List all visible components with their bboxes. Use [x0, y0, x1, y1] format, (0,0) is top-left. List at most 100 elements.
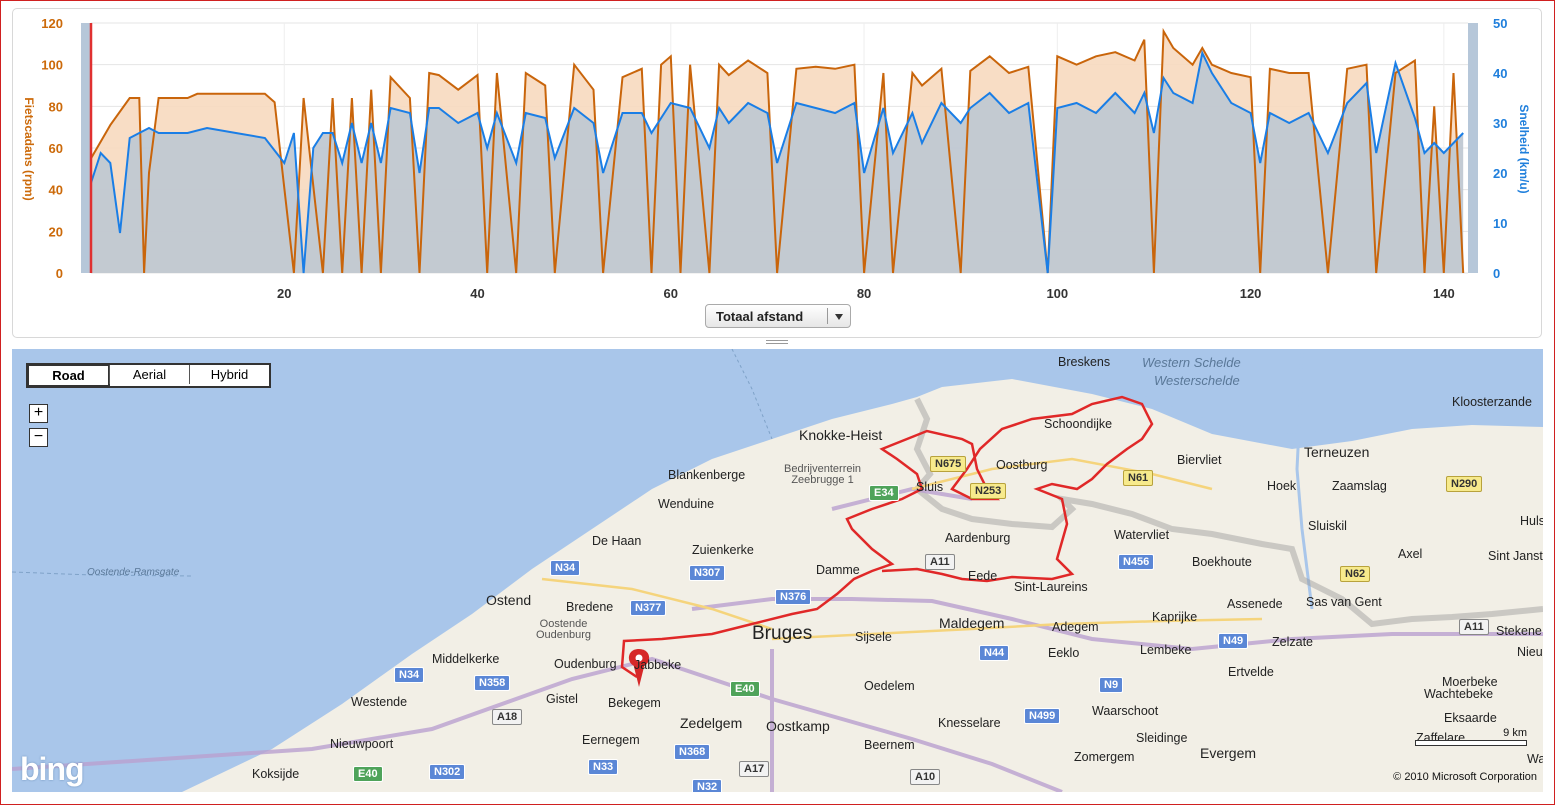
place-label-kaprijke: Kaprijke — [1152, 610, 1198, 624]
road-shield-a11b: A11 — [1459, 619, 1489, 635]
place-label-oostkamp: Oostkamp — [766, 718, 830, 734]
right-axis-title: Snelheid (km/u) — [1517, 104, 1531, 193]
road-shield-n290: N290 — [1446, 476, 1483, 492]
place-label-hoek: Hoek — [1267, 479, 1297, 493]
place-label-knokke: Knokke-Heist — [799, 427, 883, 443]
right-axis-band — [1468, 23, 1478, 273]
place-label-sintlaureins: Sint-Laureins — [1014, 580, 1088, 594]
x-axis-tick: 140 — [1433, 286, 1455, 301]
place-label-zomergem: Zomergem — [1074, 750, 1135, 764]
chart-svg[interactable]: 0 20 40 60 80 100 120 0 10 20 30 40 50 20 40 60 80 100 120… — [13, 9, 1541, 337]
road-shield-n376: N376 — [775, 589, 812, 605]
road-shield-n34b: N34 — [394, 667, 425, 683]
road-shield-n61: N61 — [1123, 470, 1154, 486]
canal — [1295, 349, 1314, 610]
place-label-gistel: Gistel — [546, 692, 578, 706]
road-shield-n456: N456 — [1118, 554, 1155, 570]
place-label-axel: Axel — [1398, 547, 1423, 561]
map-canvas[interactable] — [12, 349, 1543, 792]
road-shield-n675: N675 — [930, 456, 967, 472]
right-axis-tick: 0 — [1493, 266, 1500, 281]
map-type-hybrid[interactable]: Hybrid — [189, 365, 269, 384]
road-shield-a10: A10 — [910, 769, 941, 785]
place-label-ostend: Ostend — [486, 592, 532, 608]
right-axis-tick: 20 — [1493, 166, 1507, 181]
route-track[interactable] — [620, 395, 1154, 679]
map-type-selector: Road Aerial Hybrid — [26, 363, 271, 388]
place-label-breskens: Breskens — [1058, 355, 1111, 369]
place-label-dehaan: De Haan — [592, 534, 642, 548]
place-label-zelzate: Zelzate — [1272, 635, 1313, 649]
place-label-oudenburg: Oudenburg — [554, 657, 617, 671]
place-label-zuienkerke: Zuienkerke — [692, 543, 754, 557]
road-shield-n253: N253 — [970, 483, 1007, 499]
map-type-aerial[interactable]: Aerial — [109, 365, 189, 384]
left-axis-tick: 0 — [56, 266, 63, 281]
place-label-boekhoute: Boekhoute — [1192, 555, 1252, 569]
area-label-bedrijventerrein: Bedrijventerrein Zeebrugge 1 — [784, 463, 862, 486]
place-label-nieuw: Nieu — [1517, 645, 1543, 659]
panel-splitter-handle[interactable] — [766, 340, 788, 346]
right-axis-tick: 40 — [1493, 66, 1507, 81]
road-shield-n358: N358 — [474, 675, 511, 691]
shipping-lane — [12, 571, 193, 577]
speed-series-line[interactable] — [90, 49, 1464, 274]
place-label-watervliet: Watervliet — [1114, 528, 1170, 542]
road-shield-a18: A18 — [492, 709, 523, 725]
left-axis-tick: 40 — [49, 183, 63, 198]
place-label-sijsele: Sijsele — [855, 630, 892, 644]
scale-bar-line — [1415, 740, 1527, 746]
motorway-e40 — [12, 656, 1063, 792]
place-label-moerbeke: Moerbeke — [1442, 675, 1498, 689]
place-label-eede: Eede — [968, 569, 998, 583]
road-shield-n32: N32 — [692, 779, 723, 792]
road-shield-n33: N33 — [588, 759, 619, 775]
bing-logo: bing — [20, 751, 85, 787]
left-axis-tick: 60 — [49, 141, 63, 156]
place-label-eeklo: Eeklo — [1048, 646, 1080, 660]
map-pin-icon[interactable] — [628, 649, 650, 687]
right-axis-tick: 30 — [1493, 116, 1507, 131]
place-label-assenede: Assenede — [1227, 597, 1283, 611]
scale-label: 9 km — [1503, 727, 1527, 739]
water-label-westerschelde: Westerschelde — [1154, 373, 1240, 388]
land-area — [182, 379, 1543, 792]
map-copyright: © 2010 Microsoft Corporation — [1393, 771, 1537, 783]
xaxis-dropdown-label: Totaal afstand — [716, 309, 804, 324]
dropdown-separator — [827, 308, 828, 324]
road-shield-n302: N302 — [429, 764, 466, 780]
zoom-out-button[interactable]: − — [29, 428, 48, 447]
place-label-zaamslag: Zaamslag — [1332, 479, 1387, 493]
cadence-series-line[interactable] — [90, 27, 1465, 274]
road-shield-a11a: A11 — [925, 554, 955, 570]
left-axis-tick: 100 — [41, 58, 63, 73]
place-label-beernem: Beernem — [864, 738, 915, 752]
zoom-in-button[interactable]: + — [29, 404, 48, 423]
place-label-waas: Waas — [1527, 752, 1543, 766]
map-panel[interactable]: Road Aerial Hybrid + − Breskens Schoondij… — [12, 349, 1543, 792]
area-label-oostendeoudenburg: Oostende Oudenburg — [536, 618, 592, 641]
place-label-bekegem: Bekegem — [608, 696, 661, 710]
left-axis-tick: 20 — [49, 224, 63, 239]
place-label-knesselare: Knesselare — [938, 716, 1001, 730]
place-label-wenduine: Wenduine — [658, 497, 715, 511]
x-axis-tick: 80 — [857, 286, 871, 301]
place-label-sluis: Sluis — [916, 480, 944, 494]
place-label-evergem: Evergem — [1200, 745, 1257, 761]
xaxis-dropdown[interactable]: Totaal afstand — [705, 304, 851, 328]
place-label-damme: Damme — [816, 563, 860, 577]
road-shield-n9: N9 — [1099, 677, 1124, 693]
road — [771, 617, 1263, 641]
map-type-road[interactable]: Road — [27, 364, 110, 387]
place-label-jabbeke: Jabbeke — [634, 658, 682, 672]
place-label-aardenburg: Aardenburg — [945, 531, 1011, 545]
road — [911, 457, 1213, 491]
road-shield-e34: E34 — [869, 485, 899, 501]
place-label-bredene: Bredene — [566, 600, 614, 614]
estuary-water — [1052, 349, 1543, 434]
water-label-oostenderamsgate: Oostende-Ramsgate — [87, 567, 180, 578]
place-label-maldegem: Maldegem — [939, 615, 1005, 631]
motorway-e34 — [691, 597, 1543, 652]
place-label-wachtebeke: Wachtebeke — [1424, 687, 1494, 701]
place-label-sluiskil: Sluiskil — [1308, 519, 1347, 533]
